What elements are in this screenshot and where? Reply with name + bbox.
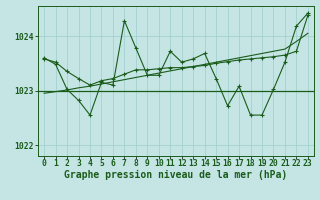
X-axis label: Graphe pression niveau de la mer (hPa): Graphe pression niveau de la mer (hPa) [64, 170, 288, 180]
